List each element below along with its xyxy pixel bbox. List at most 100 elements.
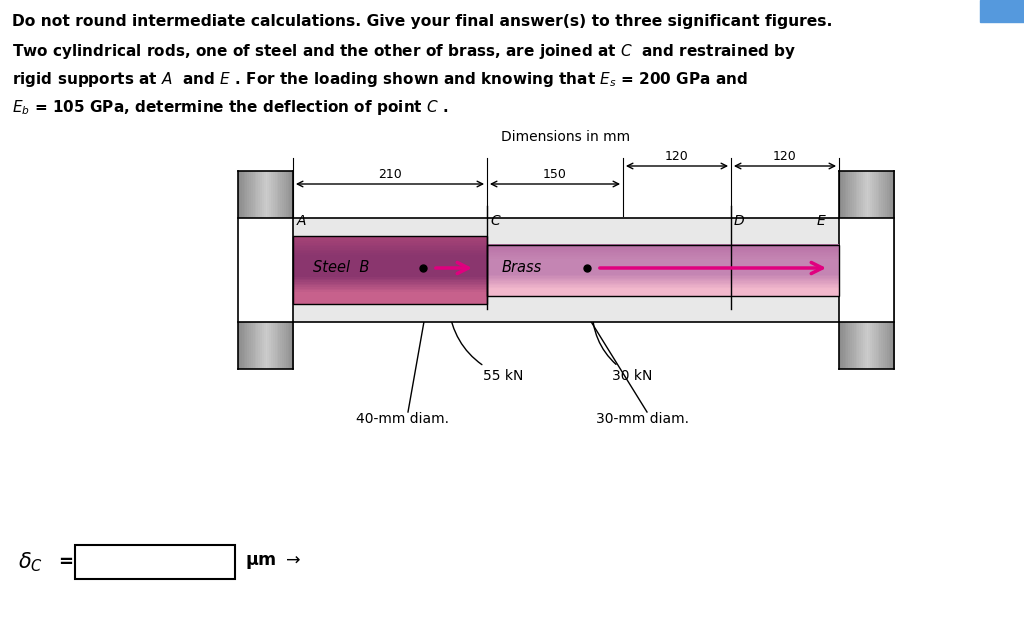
Bar: [864, 171, 867, 369]
Bar: [293, 290, 487, 292]
Bar: [293, 265, 487, 266]
Text: $E_b$ = 105 GPa, determine the deflection of point $C$ .: $E_b$ = 105 GPa, determine the deflectio…: [12, 98, 449, 117]
Bar: [293, 236, 487, 304]
Bar: [487, 253, 839, 255]
Bar: [269, 171, 271, 369]
Bar: [487, 290, 839, 291]
Bar: [256, 171, 259, 369]
Bar: [253, 171, 255, 369]
Text: C: C: [490, 214, 500, 228]
Text: 40-mm diam.: 40-mm diam.: [356, 412, 450, 426]
Bar: [293, 247, 487, 250]
Bar: [841, 171, 843, 369]
Bar: [293, 239, 487, 241]
Text: D: D: [734, 214, 744, 228]
Bar: [293, 256, 487, 258]
Bar: [293, 254, 487, 256]
Bar: [487, 261, 839, 263]
Bar: [852, 171, 854, 369]
Bar: [255, 171, 257, 369]
Bar: [293, 244, 487, 246]
Bar: [293, 283, 487, 285]
Bar: [281, 171, 283, 369]
Text: Do not round intermediate calculations. Give your final answer(s) to three signi: Do not round intermediate calculations. …: [12, 14, 833, 29]
Bar: [487, 288, 839, 289]
Bar: [882, 171, 884, 369]
Bar: [293, 268, 487, 270]
Text: $\delta_C$: $\delta_C$: [18, 550, 43, 574]
Bar: [872, 171, 874, 369]
Bar: [290, 171, 292, 369]
Bar: [293, 299, 487, 300]
Bar: [487, 245, 839, 247]
Bar: [487, 270, 839, 272]
Bar: [260, 171, 262, 369]
Text: Dimensions in mm: Dimensions in mm: [502, 130, 631, 144]
Bar: [279, 171, 281, 369]
Bar: [487, 282, 839, 284]
Bar: [487, 273, 839, 275]
Bar: [249, 171, 251, 369]
Bar: [293, 218, 839, 322]
Bar: [271, 171, 273, 369]
Bar: [293, 295, 487, 297]
Text: Brass: Brass: [502, 261, 543, 275]
Text: 30-mm diam.: 30-mm diam.: [596, 412, 688, 426]
Bar: [293, 242, 487, 245]
Bar: [873, 171, 877, 369]
Bar: [293, 266, 487, 268]
Bar: [293, 249, 487, 251]
Bar: [258, 171, 260, 369]
Bar: [265, 171, 268, 369]
Bar: [293, 273, 487, 275]
Bar: [878, 171, 880, 369]
Bar: [274, 171, 278, 369]
Bar: [293, 286, 487, 289]
Bar: [863, 171, 865, 369]
Text: E: E: [817, 214, 825, 228]
Text: Steel  B: Steel B: [313, 261, 370, 275]
Bar: [293, 276, 487, 279]
Bar: [487, 275, 839, 276]
Bar: [272, 171, 275, 369]
Bar: [487, 250, 839, 252]
Bar: [244, 171, 246, 369]
Bar: [854, 171, 856, 369]
Bar: [880, 171, 882, 369]
Bar: [293, 236, 487, 238]
Bar: [487, 284, 839, 285]
Bar: [487, 252, 839, 254]
Bar: [286, 171, 288, 369]
Bar: [293, 246, 487, 248]
Bar: [75, 545, 234, 579]
Bar: [487, 280, 839, 281]
Text: 210: 210: [378, 168, 401, 181]
Bar: [487, 244, 839, 246]
Bar: [293, 261, 487, 263]
Bar: [487, 285, 839, 286]
Bar: [293, 257, 487, 260]
Bar: [293, 275, 487, 277]
Text: rigid supports at $A$  and $E$ . For the loading shown and knowing that $E_s$ = : rigid supports at $A$ and $E$ . For the …: [12, 70, 748, 89]
Bar: [845, 171, 847, 369]
Bar: [282, 171, 285, 369]
Bar: [839, 218, 894, 322]
Text: 120: 120: [666, 150, 689, 163]
Bar: [487, 258, 839, 260]
Bar: [263, 171, 266, 369]
Bar: [487, 267, 839, 269]
Bar: [293, 293, 487, 295]
Bar: [487, 277, 839, 279]
Text: $\mathbf{\mu}$m $\rightarrow$: $\mathbf{\mu}$m $\rightarrow$: [245, 553, 301, 571]
Bar: [293, 251, 487, 253]
Bar: [293, 280, 487, 282]
Bar: [293, 270, 487, 272]
Bar: [857, 171, 860, 369]
Bar: [487, 249, 839, 251]
Bar: [293, 291, 487, 294]
Bar: [293, 271, 487, 273]
Bar: [293, 259, 487, 261]
Bar: [276, 171, 279, 369]
Bar: [293, 300, 487, 302]
Bar: [238, 218, 293, 322]
